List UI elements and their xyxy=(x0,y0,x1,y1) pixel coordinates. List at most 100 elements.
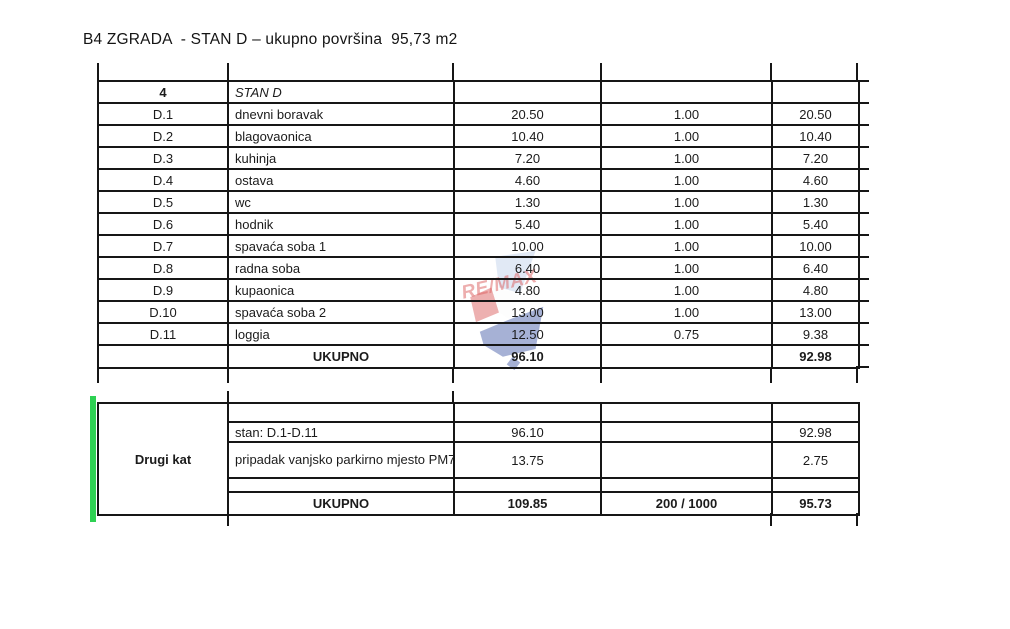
room-name: blagovaonica xyxy=(227,124,455,148)
column-tick xyxy=(97,63,99,81)
room-area: 13.00 xyxy=(453,300,602,324)
summary-row: stan: D.1-D.11 96.10 92.98 xyxy=(98,421,860,443)
column-tick xyxy=(856,513,858,526)
highlight-cell xyxy=(227,402,455,423)
room-coef: 1.00 xyxy=(600,212,773,236)
column-tick xyxy=(770,63,772,81)
room-coef: 1.00 xyxy=(600,300,773,324)
room-id: D.8 xyxy=(97,256,229,280)
room-name: dnevni boravak xyxy=(227,102,455,126)
total-area: 109.85 xyxy=(453,491,602,516)
column-tick xyxy=(600,369,602,383)
table-row: D.6 hodnik 5.40 1.00 5.40 xyxy=(97,212,860,236)
floor-summary-table: Drugi kat stan: D.1-D.11 96.10 92.98 pri… xyxy=(97,402,860,516)
total-result: 95.73 xyxy=(771,491,860,516)
room-id: D.6 xyxy=(97,212,229,236)
room-name: kuhinja xyxy=(227,146,455,170)
room-area: 20.50 xyxy=(453,102,602,126)
column-tick xyxy=(856,63,858,81)
column-tick xyxy=(227,391,229,403)
row-ticks xyxy=(856,80,869,370)
room-area: 7.20 xyxy=(453,146,602,170)
total-row: UKUPNO 96.10 92.98 xyxy=(97,344,860,369)
table-row: D.5 wc 1.30 1.00 1.30 xyxy=(97,190,860,214)
room-area: 6.40 xyxy=(453,256,602,280)
summary-area: 13.75 xyxy=(453,441,602,479)
apartment-number-cell: 4 xyxy=(97,80,229,104)
floor-highlight-bar xyxy=(90,396,96,522)
room-coef: 0.75 xyxy=(600,322,773,346)
table-row: D.1 dnevni boravak 20.50 1.00 20.50 xyxy=(97,102,860,126)
room-coef: 1.00 xyxy=(600,102,773,126)
room-coef: 1.00 xyxy=(600,146,773,170)
column-tick xyxy=(227,369,229,383)
total-result: 92.98 xyxy=(771,344,860,369)
table-row: D.7 spavaća soba 1 10.00 1.00 10.00 xyxy=(97,234,860,258)
room-result: 20.50 xyxy=(771,102,860,126)
column-tick xyxy=(452,63,454,81)
summary-result: 92.98 xyxy=(771,421,860,443)
room-result: 5.40 xyxy=(771,212,860,236)
room-id: D.11 xyxy=(97,322,229,346)
room-area: 4.60 xyxy=(453,168,602,192)
summary-result: 2.75 xyxy=(771,441,860,479)
room-id: D.7 xyxy=(97,234,229,258)
room-id: D.9 xyxy=(97,278,229,302)
total-share: 200 / 1000 xyxy=(600,491,773,516)
column-tick xyxy=(600,63,602,81)
room-result: 10.00 xyxy=(771,234,860,258)
room-name: ostava xyxy=(227,168,455,192)
room-area: 4.80 xyxy=(453,278,602,302)
room-result: 6.40 xyxy=(771,256,860,280)
room-name: spavaća soba 1 xyxy=(227,234,455,258)
summary-area: 96.10 xyxy=(453,421,602,443)
total-label: UKUPNO xyxy=(227,344,455,369)
room-id: D.3 xyxy=(97,146,229,170)
room-name: loggia xyxy=(227,322,455,346)
room-coef: 1.00 xyxy=(600,124,773,148)
room-coef: 1.00 xyxy=(600,168,773,192)
room-id: D.10 xyxy=(97,300,229,324)
total-area: 96.10 xyxy=(453,344,602,369)
room-area: 5.40 xyxy=(453,212,602,236)
room-name: radna soba xyxy=(227,256,455,280)
room-id: D.5 xyxy=(97,190,229,214)
column-tick xyxy=(452,369,454,383)
room-coef: 1.00 xyxy=(600,234,773,258)
room-coef: 1.00 xyxy=(600,278,773,302)
room-area: 10.40 xyxy=(453,124,602,148)
room-id: D.4 xyxy=(97,168,229,192)
room-result: 4.80 xyxy=(771,278,860,302)
room-result: 7.20 xyxy=(771,146,860,170)
column-tick xyxy=(227,513,229,526)
summary-header-row: Drugi kat xyxy=(97,402,860,516)
column-tick xyxy=(770,513,772,526)
table-row: D.11 loggia 12.50 0.75 9.38 xyxy=(97,322,860,346)
apartment-rooms-table: 4 STAN D D.1 dnevni boravak 20.50 1.00 2… xyxy=(97,80,860,369)
summary-row: pripadak vanjsko parkirno mjesto PM7 13.… xyxy=(98,441,860,479)
room-result: 1.30 xyxy=(771,190,860,214)
room-result: 9.38 xyxy=(771,322,860,346)
table-row: D.9 kupaonica 4.80 1.00 4.80 xyxy=(97,278,860,302)
table-row: D.3 kuhinja 7.20 1.00 7.20 xyxy=(97,146,860,170)
room-coef: 1.00 xyxy=(600,190,773,214)
apartment-name-cell: STAN D xyxy=(227,80,455,104)
table-header-row: 4 STAN D xyxy=(97,80,860,104)
column-tick xyxy=(856,369,858,383)
column-tick xyxy=(97,369,99,383)
room-area: 12.50 xyxy=(453,322,602,346)
room-name: kupaonica xyxy=(227,278,455,302)
room-result: 10.40 xyxy=(771,124,860,148)
floor-label-cell: Drugi kat xyxy=(97,402,229,516)
summary-name: stan: D.1-D.11 xyxy=(227,421,455,443)
room-name: hodnik xyxy=(227,212,455,236)
room-area: 1.30 xyxy=(453,190,602,214)
column-tick xyxy=(452,391,454,403)
room-area: 10.00 xyxy=(453,234,602,258)
table-row: D.4 ostava 4.60 1.00 4.60 xyxy=(97,168,860,192)
total-row: UKUPNO 109.85 200 / 1000 95.73 xyxy=(98,491,860,516)
room-coef: 1.00 xyxy=(600,256,773,280)
column-tick xyxy=(227,63,229,81)
page-title: B4 ZGRADA - STAN D – ukupno površina 95,… xyxy=(83,31,458,48)
